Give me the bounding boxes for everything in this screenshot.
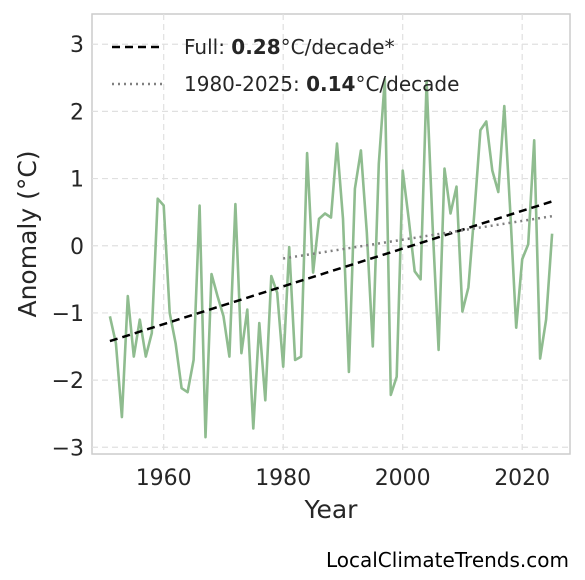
- tick-labels: 1960 1980 2000 2020 −3 −2 −1 0 1 2 3: [52, 33, 551, 491]
- legend-full-prefix: Full:: [184, 35, 231, 59]
- x-tick-label: 2020: [494, 466, 550, 491]
- legend-recent-suffix: °C/decade: [355, 72, 459, 96]
- legend-full-suffix: °C/decade*: [281, 35, 395, 59]
- series-layer: [108, 77, 554, 439]
- y-tick-label: −1: [52, 302, 84, 327]
- credit-text: LocalClimateTrends.com: [325, 548, 569, 572]
- plot-frame: [91, 13, 571, 455]
- legend-recent-prefix: 1980-2025:: [184, 72, 306, 96]
- y-axis-label: Anomaly (°C): [13, 150, 42, 317]
- y-tick-label: 2: [70, 100, 84, 125]
- legend: Full: 0.28°C/decade* 1980-2025: 0.14°C/d…: [112, 35, 459, 96]
- y-tick-label: −3: [52, 436, 84, 461]
- x-tick-label: 1960: [136, 466, 192, 491]
- x-tick-label: 1980: [255, 466, 311, 491]
- x-axis-label: Year: [304, 495, 359, 524]
- x-tick-label: 2000: [375, 466, 431, 491]
- y-tick-label: 0: [70, 235, 84, 260]
- anomaly-series-line: [108, 77, 554, 439]
- legend-entry-full: Full: 0.28°C/decade*: [184, 35, 395, 59]
- y-tick-label: −2: [52, 369, 84, 394]
- y-tick-label: 3: [70, 33, 84, 58]
- grid: [92, 14, 570, 454]
- y-tick-label: 1: [70, 168, 84, 193]
- legend-full-value: 0.28: [231, 35, 280, 59]
- legend-entry-recent: 1980-2025: 0.14°C/decade: [184, 72, 459, 96]
- legend-recent-value: 0.14: [306, 72, 355, 96]
